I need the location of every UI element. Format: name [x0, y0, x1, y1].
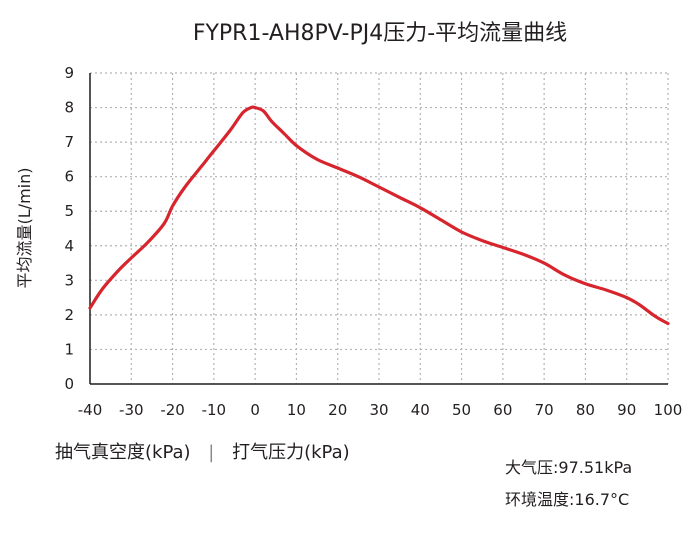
- axes: [89, 73, 668, 385]
- x-tick-label: 60: [493, 401, 512, 419]
- x-axis-caption: 抽气真空度(kPa) | 打气压力(kPa): [55, 442, 350, 463]
- x-tick-label: -20: [160, 401, 185, 419]
- condition-pressure: 大气压:97.51kPa: [505, 458, 632, 477]
- y-tick-label: 0: [64, 375, 74, 393]
- grid: [89, 72, 669, 385]
- x-tick-label: 90: [617, 401, 636, 419]
- x-tick-label: 30: [369, 401, 388, 419]
- y-tick-label: 2: [64, 306, 74, 324]
- y-tick-label: 3: [64, 271, 74, 289]
- y-axis-label: 平均流量(L/min): [15, 168, 34, 289]
- x-tick-label: 10: [287, 401, 306, 419]
- flow-curve-line: [88, 105, 670, 326]
- x-tick-label: -10: [202, 401, 227, 419]
- y-tick-label: 9: [64, 64, 74, 82]
- x-tick-label: 50: [452, 401, 471, 419]
- y-tick-label: 8: [64, 99, 74, 117]
- x-tick-labels: -40 -30 -20 -10 0 10 20 30 40 50 60 70 80 90 100: [78, 401, 683, 419]
- chart-title: FYPR1-AH8PV-PJ4压力-平均流量曲线: [193, 21, 567, 46]
- x-label-vacuum: 抽气真空度(kPa): [55, 442, 191, 463]
- y-tick-label: 5: [64, 202, 74, 220]
- y-tick-label: 1: [64, 340, 74, 358]
- y-tick-label: 7: [64, 133, 74, 151]
- x-tick-label: 0: [250, 401, 260, 419]
- x-tick-label: 80: [576, 401, 595, 419]
- y-tick-label: 4: [64, 237, 74, 255]
- series-group: [88, 105, 670, 326]
- y-tick-label: 6: [64, 168, 74, 186]
- x-label-separator: |: [208, 442, 214, 463]
- x-tick-label: 100: [654, 401, 683, 419]
- x-tick-label: 40: [411, 401, 430, 419]
- x-tick-label: 70: [535, 401, 554, 419]
- x-tick-label: 20: [328, 401, 347, 419]
- y-tick-labels: 0 1 2 3 4 5 6 7 8 9: [64, 64, 74, 393]
- condition-temperature: 环境温度:16.7°C: [505, 490, 629, 509]
- x-tick-label: -30: [119, 401, 144, 419]
- x-label-pressure: 打气压力(kPa): [232, 442, 350, 463]
- x-tick-label: -40: [78, 401, 103, 419]
